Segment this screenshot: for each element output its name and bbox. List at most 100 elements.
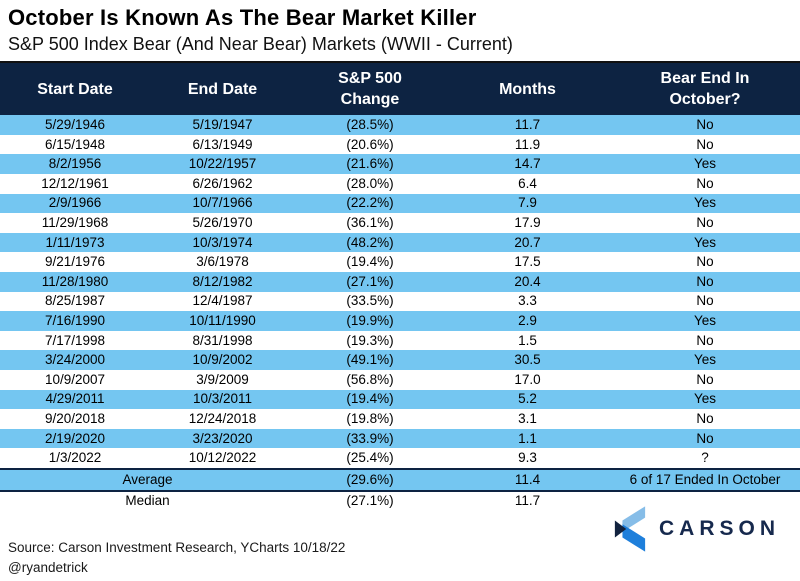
table-cell: 30.5 xyxy=(514,352,541,368)
median-label: Median xyxy=(0,490,295,512)
table-cell: No xyxy=(696,430,714,446)
average-change: (29.6%) xyxy=(295,467,445,492)
table-row: 12/12/1961 6/26/1962 (28.0%) 6.4 No xyxy=(0,174,800,194)
table-row: 7/16/1990 10/11/1990 (19.9%) 2.9 Yes xyxy=(0,311,800,331)
carson-logo: CARSON xyxy=(613,506,780,552)
table-cell: (19.4%) xyxy=(346,254,394,270)
average-months: 11.4 xyxy=(445,467,610,492)
table-cell: (33.5%) xyxy=(346,293,394,309)
table-cell: (20.6%) xyxy=(346,136,394,152)
table-cell: 1.1 xyxy=(518,430,537,446)
median-change: (27.1%) xyxy=(295,490,445,512)
table-cell: 6.4 xyxy=(518,175,537,191)
table-cell: Yes xyxy=(693,234,717,250)
table-cell: 4/29/2011 xyxy=(45,391,105,407)
table-cell: No xyxy=(696,117,714,133)
col-header-bear-end-october: Bear End In October? xyxy=(610,60,800,116)
table-cell: 17.9 xyxy=(514,214,541,230)
table-cell: 3.3 xyxy=(518,293,537,309)
table-cell: (19.4%) xyxy=(346,391,394,407)
table-cell: 9/20/2018 xyxy=(44,410,106,426)
table-cell: 9.3 xyxy=(518,450,537,466)
table-cell: 10/3/1974 xyxy=(192,234,253,250)
table-cell: 6/13/1949 xyxy=(192,136,253,152)
table-cell: 20.7 xyxy=(514,234,541,250)
table-cell: 2/19/2020 xyxy=(44,430,106,446)
table-cell: (56.8%) xyxy=(346,371,394,387)
footer: Source: Carson Investment Research, YCha… xyxy=(8,538,345,578)
table-row: 5/29/1946 5/19/1947 (28.5%) 11.7 No xyxy=(0,115,800,135)
table-cell: 1/11/1973 xyxy=(45,234,105,250)
table-cell: (19.9%) xyxy=(346,312,394,328)
carson-logo-text: CARSON xyxy=(658,517,780,540)
median-months: 11.7 xyxy=(445,490,610,512)
table-cell: No xyxy=(696,332,714,348)
table-cell: Yes xyxy=(693,352,717,368)
table-cell: (28.0%) xyxy=(346,175,394,191)
table-cell: No xyxy=(696,254,714,270)
table-cell: 6/15/1948 xyxy=(44,136,106,152)
carson-logo-icon xyxy=(614,506,646,552)
table-row: 9/21/1976 3/6/1978 (19.4%) 17.5 No xyxy=(0,252,800,272)
table-cell: 12/12/1961 xyxy=(41,175,109,191)
table-cell: 10/11/1990 xyxy=(189,312,256,328)
table-row: 3/24/2000 10/9/2002 (49.1%) 30.5 Yes xyxy=(0,350,800,370)
table-cell: 2.9 xyxy=(518,312,537,328)
col-header-start-date: Start Date xyxy=(0,60,150,116)
source-text: Source: Carson Investment Research, YCha… xyxy=(8,540,346,555)
table-cell: (19.3%) xyxy=(346,332,394,348)
table-cell: 17.5 xyxy=(514,254,541,270)
bear-markets-table: Start Date End Date S&P 500 Change Month… xyxy=(0,60,800,512)
table-cell: ? xyxy=(701,450,709,466)
median-note xyxy=(610,490,800,512)
average-label: Average xyxy=(0,467,295,492)
table-cell: (36.1%) xyxy=(346,214,394,230)
table-row: 10/9/2007 3/9/2009 (56.8%) 17.0 No xyxy=(0,369,800,390)
table-cell: (25.4%) xyxy=(346,450,394,466)
average-row: Average (29.6%) 11.4 6 of 17 Ended In Oc… xyxy=(0,467,800,492)
col-header-sp500-change: S&P 500 Change xyxy=(295,60,445,116)
table-cell: 11.9 xyxy=(514,136,541,152)
table-cell: No xyxy=(696,214,714,230)
table-row: 2/19/2020 3/23/2020 (33.9%) 1.1 No xyxy=(0,428,800,449)
table-cell: 7/17/1998 xyxy=(44,332,106,348)
col-header-end-date: End Date xyxy=(150,60,295,116)
table-row: 8/25/1987 12/4/1987 (33.5%) 3.3 No xyxy=(0,291,800,312)
table-cell: 11/29/1968 xyxy=(41,214,109,230)
table-row: 2/9/1966 10/7/1966 (22.2%) 7.9 Yes xyxy=(0,193,800,214)
table-cell: 11/28/1980 xyxy=(41,273,109,289)
table-cell: 12/24/2018 xyxy=(188,410,257,426)
table-cell: (21.6%) xyxy=(346,156,394,172)
table-cell: (22.2%) xyxy=(346,195,394,211)
table-cell: (49.1%) xyxy=(346,352,394,368)
table-row: 8/2/1956 10/22/1957 (21.6%) 14.7 Yes xyxy=(0,154,800,174)
table-cell: (19.8%) xyxy=(346,410,394,426)
table-cell: (27.1%) xyxy=(346,273,394,289)
table-row: 1/11/1973 10/3/1974 (48.2%) 20.7 Yes xyxy=(0,232,800,253)
table-row: 7/17/1998 8/31/1998 (19.3%) 1.5 No xyxy=(0,330,800,351)
table-row: 1/3/2022 10/12/2022 (25.4%) 9.3? xyxy=(0,448,800,469)
table-cell: No xyxy=(696,273,714,289)
table-cell: (33.9%) xyxy=(346,430,394,446)
table-cell: 8/2/1956 xyxy=(48,156,102,172)
table-cell: 1.5 xyxy=(518,332,537,348)
table-cell: 11.7 xyxy=(514,117,541,133)
table-cell: 3/24/2000 xyxy=(44,352,106,368)
table-cell: 8/12/1982 xyxy=(192,273,253,289)
table-cell: 5/29/1946 xyxy=(44,117,106,133)
table-cell: 10/9/2002 xyxy=(192,352,253,368)
table-row: 4/29/2011 10/3/2011 (19.4%) 5.2 Yes xyxy=(0,389,800,410)
table-cell: 7/16/1990 xyxy=(44,312,106,328)
author-handle: @ryandetrick xyxy=(8,560,88,575)
table-cell: 5/19/1947 xyxy=(192,117,253,133)
table-cell: 5.2 xyxy=(518,391,537,407)
table-cell: 2/9/1966 xyxy=(48,195,102,211)
table-body: 5/29/1946 5/19/1947 (28.5%) 11.7 No 6/15/1948… xyxy=(0,115,800,469)
table-cell: 10/7/1966 xyxy=(192,195,253,211)
table-summary: Average (29.6%) 11.4 6 of 17 Ended In Oc… xyxy=(0,467,800,512)
table-cell: No xyxy=(696,293,714,309)
table-cell: 10/9/2007 xyxy=(44,371,106,387)
table-cell: Yes xyxy=(693,156,717,172)
table-cell: Yes xyxy=(693,195,717,211)
page-subtitle: S&P 500 Index Bear (And Near Bear) Marke… xyxy=(8,34,513,54)
